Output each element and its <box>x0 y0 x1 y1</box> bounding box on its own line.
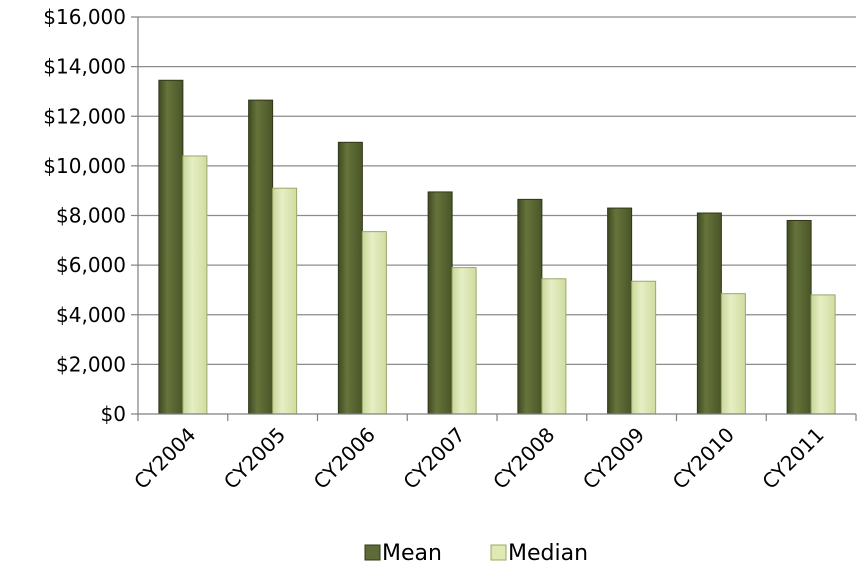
bar-mean-cy2010 <box>696 212 722 415</box>
bar-mean-cy2006 <box>337 141 363 415</box>
bar-median-cy2011 <box>810 294 836 415</box>
x-tick-label: CY2009 <box>578 423 649 494</box>
x-tick-label: CY2004 <box>129 423 200 494</box>
legend-swatch-mean <box>364 544 381 561</box>
bar-median-cy2008 <box>541 278 567 415</box>
bar-mean-cy2011 <box>786 219 812 415</box>
bar-mean-cy2008 <box>517 198 543 415</box>
y-axis-ticks: $0 $2,000 $4,000 $6,000 $8,000 $10,000 $12,000… <box>43 5 126 426</box>
x-tick-label: CY2007 <box>398 423 469 494</box>
y-tick-label: $12,000 <box>43 104 126 128</box>
bar-median-cy2006 <box>361 231 387 415</box>
legend-label-mean: Mean <box>382 541 442 566</box>
bar-mean-cy2004 <box>158 79 184 415</box>
y-tick-label: $4,000 <box>56 303 126 327</box>
y-tick-label: $8,000 <box>56 204 126 228</box>
legend: Mean Median <box>364 541 588 566</box>
x-axis-ticks: CY2004 CY2005 CY2006 CY2007 CY2008 CY2009 CY20… <box>129 423 828 494</box>
bar-median-cy2009 <box>631 280 657 415</box>
x-tick-label: CY2008 <box>488 423 559 494</box>
y-tick-label: $14,000 <box>43 55 126 79</box>
bar-mean-cy2009 <box>607 207 633 415</box>
gridlines <box>138 16 856 365</box>
bar-median-cy2005 <box>272 187 298 415</box>
x-tick-label: CY2005 <box>219 423 290 494</box>
x-tick-label: CY2011 <box>757 423 828 494</box>
y-tick-label: $0 <box>101 402 126 426</box>
bar-mean-cy2007 <box>427 191 453 415</box>
x-tick-label: CY2006 <box>309 423 380 494</box>
bar-median-cy2004 <box>182 155 208 415</box>
y-tick-label: $2,000 <box>56 352 126 376</box>
bar-mean-cy2005 <box>248 99 274 415</box>
legend-swatch-median <box>490 544 507 561</box>
y-tick-label: $6,000 <box>56 253 126 277</box>
bars <box>158 79 836 415</box>
legend-label-median: Median <box>508 541 588 566</box>
bar-median-cy2007 <box>451 267 477 415</box>
y-tick-label: $10,000 <box>43 154 126 178</box>
bar-median-cy2010 <box>720 293 746 415</box>
x-tick-label: CY2010 <box>668 423 739 494</box>
y-tick-label: $16,000 <box>43 5 126 29</box>
axes <box>131 16 857 421</box>
